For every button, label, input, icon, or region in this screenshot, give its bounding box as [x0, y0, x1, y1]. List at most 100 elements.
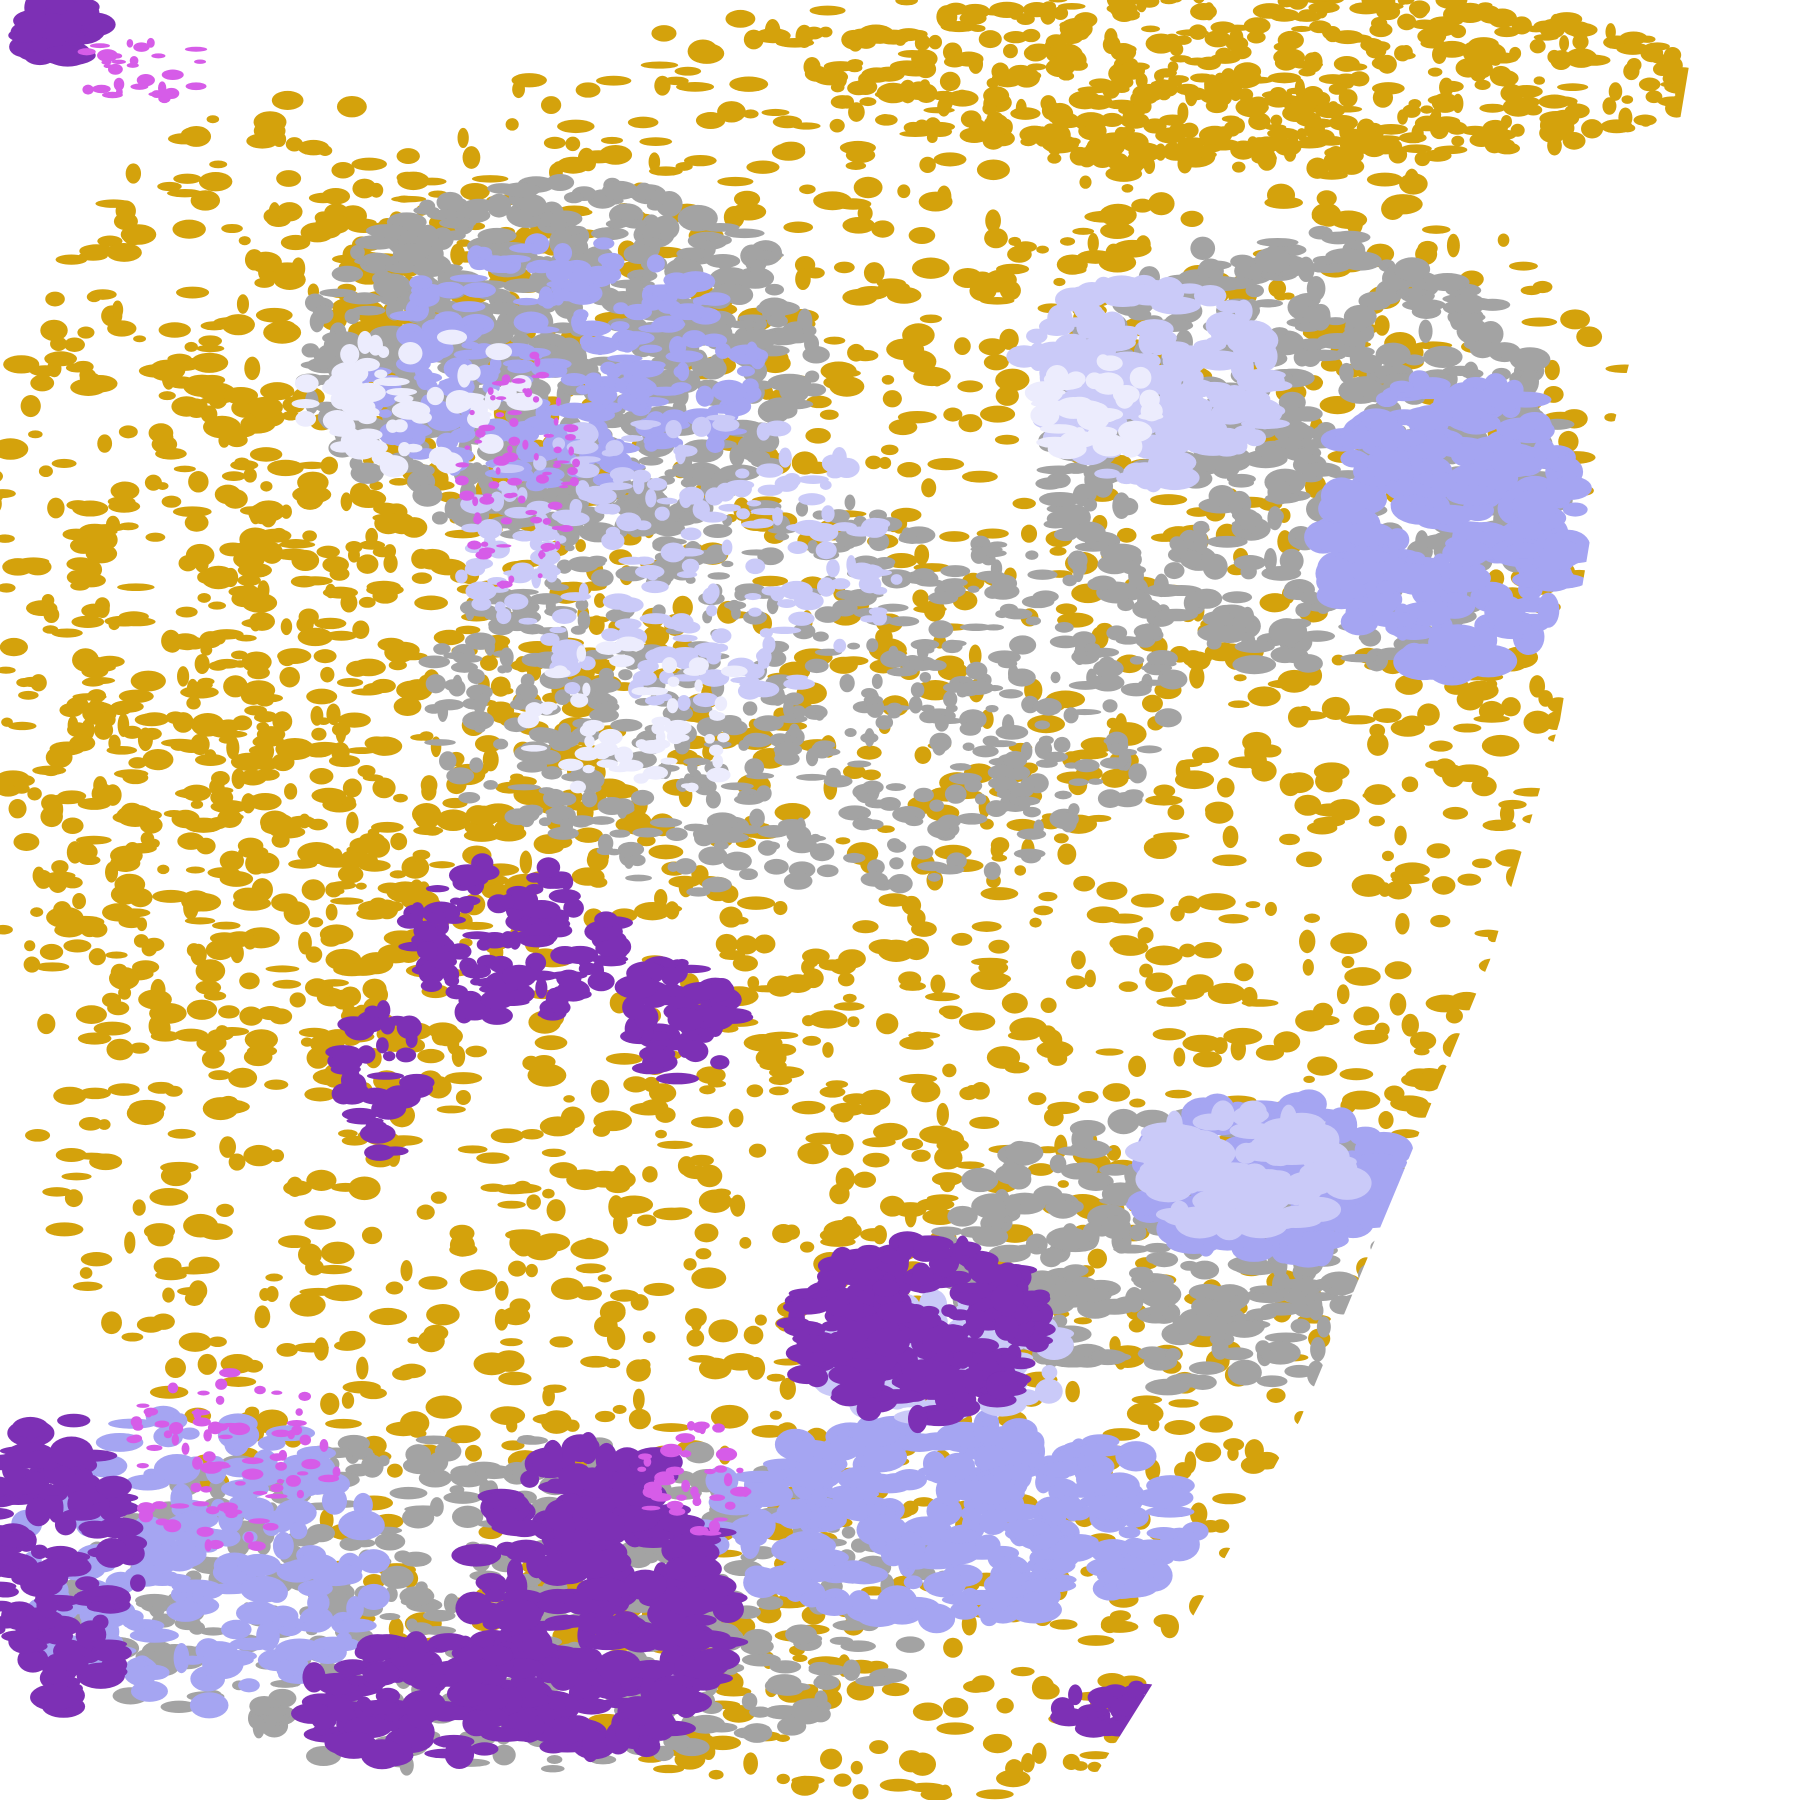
low-cloud-patch: [297, 627, 333, 647]
low-cloud-patch: [991, 854, 1008, 862]
low-cloud-patch: [110, 963, 129, 982]
low-cloud-patch: [7, 721, 37, 731]
low-cloud-patch: [839, 95, 854, 109]
grey-cloud-patch: [482, 302, 521, 315]
low-cloud-patch: [676, 81, 715, 92]
low-cloud-patch: [306, 1169, 337, 1191]
low-cloud-patch: [211, 921, 241, 930]
low-cloud-patch: [911, 1080, 941, 1103]
low-cloud-patch: [876, 1013, 899, 1035]
low-cloud-patch: [731, 202, 767, 221]
grey-cloud-patch: [1423, 345, 1463, 369]
low-cloud-patch: [1178, 895, 1201, 914]
low-cloud-patch: [232, 542, 253, 560]
low-cloud-patch: [351, 688, 384, 696]
grey-cloud-patch: [1013, 1244, 1040, 1253]
low-cloud-patch: [927, 458, 965, 471]
low-cloud-patch: [1356, 118, 1376, 139]
low-cloud-patch: [323, 1284, 363, 1302]
low-cloud-patch: [82, 528, 118, 536]
low-cloud-patch: [776, 1773, 790, 1785]
low-cloud-patch: [594, 1410, 616, 1423]
low-cloud-patch: [879, 1778, 917, 1792]
low-cloud-patch: [196, 1034, 227, 1053]
low-cloud-patch: [777, 141, 806, 158]
grey-cloud-patch: [762, 397, 797, 419]
low-cloud-patch: [808, 1010, 848, 1029]
grey-cloud-patch: [1234, 510, 1263, 528]
low-cloud-patch: [158, 391, 176, 401]
low-cloud-patch: [1279, 833, 1300, 846]
low-cloud-patch: [7, 774, 35, 787]
grey-cloud-patch: [995, 1163, 1032, 1185]
low-cloud-patch: [754, 1314, 767, 1326]
grey-cloud-patch: [716, 235, 732, 245]
low-cloud-patch: [834, 71, 847, 88]
low-cloud-patch: [1442, 806, 1469, 820]
low-cloud-patch: [38, 465, 53, 478]
low-cloud-patch: [1388, 0, 1396, 2]
low-cloud-patch: [156, 482, 169, 490]
low-cloud-patch: [8, 798, 27, 819]
low-cloud-patch: [115, 200, 136, 222]
low-cloud-patch: [599, 783, 639, 799]
low-cloud-patch: [986, 77, 999, 89]
low-cloud-patch: [894, 34, 907, 46]
low-cloud-patch: [194, 653, 210, 675]
low-cloud-patch: [1367, 732, 1389, 756]
low-cloud-patch: [1372, 708, 1402, 723]
low-cloud-patch: [1199, 1415, 1233, 1433]
low-cloud-patch: [455, 625, 481, 635]
low-cloud-patch: [88, 948, 106, 966]
low-cloud-patch: [911, 921, 937, 937]
low-cloud-patch: [239, 769, 267, 786]
low-cloud-patch: [336, 678, 364, 687]
grey-cloud-patch: [802, 346, 830, 364]
low-cloud-patch: [1129, 1098, 1146, 1108]
low-cloud-patch: [264, 385, 281, 393]
low-cloud-patch: [1204, 30, 1231, 48]
low-cloud-patch: [690, 1311, 703, 1332]
low-cloud-patch: [626, 1359, 651, 1382]
low-cloud-patch: [1323, 151, 1343, 173]
low-cloud-patch: [59, 703, 84, 718]
low-cloud-patch: [868, 939, 900, 955]
low-cloud-patch: [430, 1191, 447, 1204]
low-cloud-patch: [1071, 950, 1086, 970]
low-cloud-patch: [97, 235, 123, 247]
grey-cloud-patch: [1062, 1264, 1089, 1277]
low-cloud-patch: [532, 1413, 568, 1425]
low-cloud-patch: [847, 1016, 860, 1028]
low-cloud-patch: [1048, 0, 1068, 3]
grey-cloud-patch: [1297, 256, 1315, 283]
low-cloud-patch: [1292, 12, 1322, 22]
low-cloud-patch: [62, 876, 83, 889]
low-cloud-patch: [106, 1038, 134, 1061]
low-cloud-patch: [118, 425, 138, 439]
low-cloud-patch: [1095, 1048, 1124, 1056]
low-cloud-patch: [101, 1311, 122, 1335]
low-cloud-patch: [378, 592, 395, 604]
low-cloud-patch: [859, 97, 877, 107]
low-cloud-patch: [1100, 222, 1135, 239]
low-cloud-patch: [1274, 54, 1298, 71]
low-cloud-patch: [158, 322, 191, 338]
low-cloud-patch: [416, 1204, 435, 1220]
low-cloud-patch: [996, 1697, 1014, 1714]
low-cloud-patch: [172, 506, 212, 518]
low-cloud-patch: [276, 1342, 298, 1357]
low-cloud-patch: [167, 353, 192, 365]
low-cloud-patch: [103, 784, 122, 806]
low-cloud-patch: [707, 1080, 727, 1088]
low-cloud-patch: [746, 1084, 764, 1098]
low-cloud-patch: [216, 1203, 234, 1218]
grey-cloud-patch: [1310, 306, 1331, 331]
low-cloud-patch: [278, 1235, 311, 1249]
low-cloud-patch: [304, 1215, 336, 1230]
grey-cloud-patch: [1254, 247, 1292, 274]
low-cloud-patch: [1266, 1388, 1286, 1403]
low-cloud-patch: [1267, 679, 1305, 689]
low-cloud-patch: [897, 410, 937, 424]
low-cloud-patch: [271, 893, 298, 912]
low-cloud-patch: [1100, 1616, 1119, 1634]
